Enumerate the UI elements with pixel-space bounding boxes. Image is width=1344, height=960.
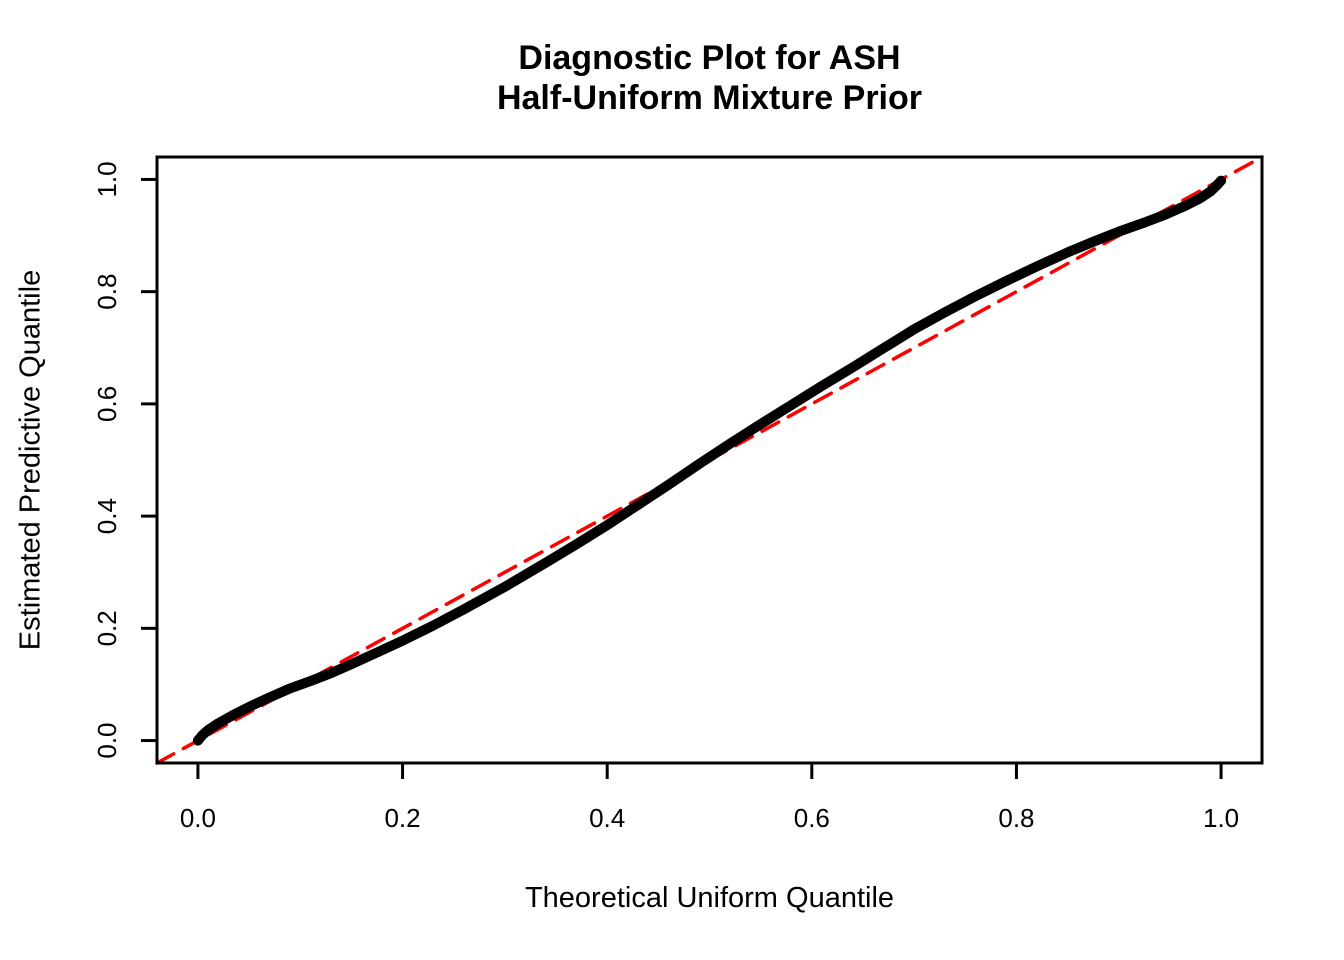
plot-title: Diagnostic Plot for ASH Half-Uniform Mix…: [157, 38, 1262, 118]
x-axis-label: Theoretical Uniform Quantile: [524, 882, 895, 914]
y-axis-tick-label: 0.6: [92, 386, 122, 422]
plot-frame: [155, 155, 1264, 765]
x-axis-tick-label: 0.4: [589, 803, 625, 833]
y-axis-label: Estimated Predictive Quantile: [14, 269, 47, 651]
x-axis-tick-label: 0.0: [180, 803, 216, 833]
y-axis-tick-label: 1.0: [92, 161, 122, 197]
y-axis-tick-label: 0.8: [92, 274, 122, 310]
y-axis-tick-label: 0.2: [92, 610, 122, 646]
estimated-vs-theoretical-quantile-line: [192, 175, 1227, 746]
x-axis-tick-label: 1.0: [1203, 803, 1239, 833]
plot-title-line2: Half-Uniform Mixture Prior: [496, 79, 923, 117]
x-axis-tick-label: 0.8: [998, 803, 1034, 833]
plot-title-line1: Diagnostic Plot for ASH: [518, 39, 901, 77]
x-axis-tick-label: 0.2: [384, 803, 420, 833]
y-axis-tick-label: 0.0: [92, 722, 122, 758]
x-axis-tick-label: 0.6: [794, 803, 830, 833]
y-axis-tick-label: 0.4: [92, 498, 122, 534]
